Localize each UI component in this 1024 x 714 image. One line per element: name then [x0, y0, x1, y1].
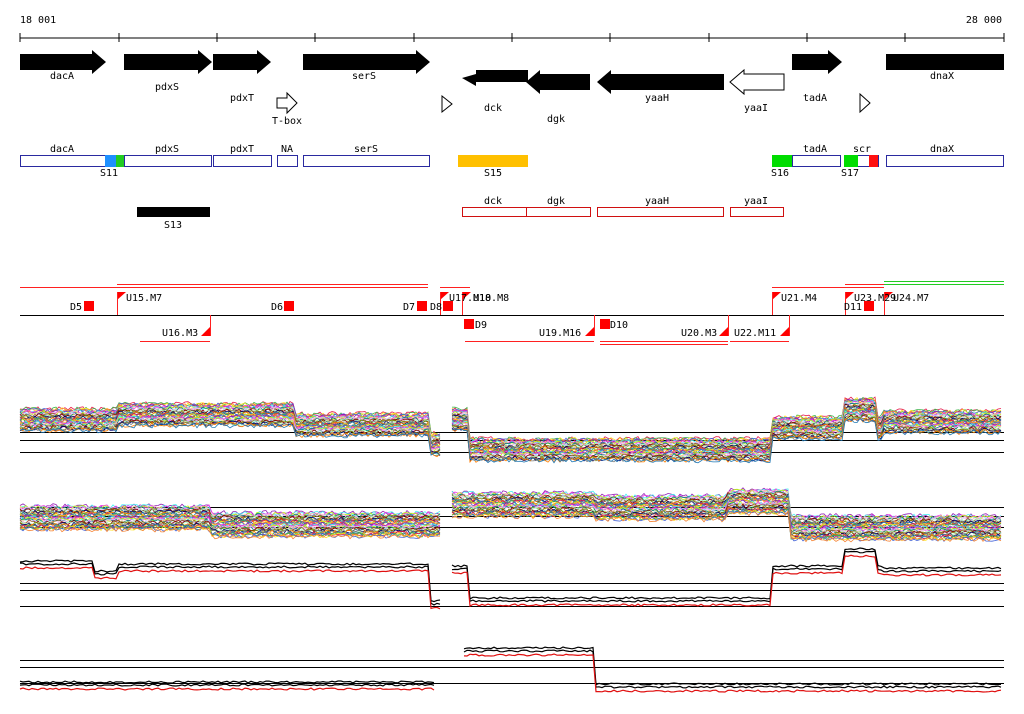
plus-box-label: NA [281, 144, 293, 155]
segment-label: S11 [100, 168, 118, 179]
gene-arrow-pdxS [124, 50, 212, 74]
expression-trace [19, 653, 1002, 693]
gene-label-pdxT: pdxT [230, 93, 254, 104]
upshift-label: U16.M3 [162, 328, 198, 339]
shift-track: U15.M7 U16.M3 U17.M10 U18.M8 U19.M16 U20… [20, 281, 1004, 345]
gene-label-serS: serS [352, 71, 376, 82]
upshift-label: U17.M10 [449, 293, 491, 304]
expression-panel-summary-minus [20, 660, 1004, 684]
annotation-plus-track: dacA pdxS pdxT NA serS tadA scr dnaX S11… [20, 144, 1004, 179]
gene-label-tadA: tadA [803, 93, 827, 104]
expression-trace [19, 418, 1002, 464]
expression-panel-summary-plus [20, 583, 1004, 607]
gene-arrow-dacA [20, 50, 106, 74]
minus-box-label: dck [484, 196, 502, 207]
gene-arrow-dnaX [886, 54, 1004, 70]
segment-label: S17 [841, 168, 859, 179]
expression-trace [19, 547, 1002, 603]
downshift-label: D5 [70, 302, 82, 313]
gene-label-dgk: dgk [547, 114, 565, 125]
downshift-label: D9 [475, 320, 487, 331]
gene-label-yaaH: yaaH [645, 93, 669, 104]
terminator-marker [441, 94, 453, 114]
downshift-label: D11 [844, 302, 862, 313]
plus-box-label: dnaX [930, 144, 954, 155]
expression-trace [19, 649, 1002, 689]
riboswitch-arrow [276, 91, 298, 115]
plus-box-label: serS [354, 144, 378, 155]
segment-label: S15 [484, 168, 502, 179]
gene-arrow-tadA [792, 50, 842, 74]
gene-track: dacA pdxS pdxT serS dck dgk yaaH yaaI ta… [20, 50, 1004, 127]
downshift-label: D6 [271, 302, 283, 313]
upshift-label: U18.M8 [473, 293, 509, 304]
gene-label-pdxS: pdxS [155, 82, 179, 93]
gene-label-yaaI: yaaI [744, 103, 768, 114]
gene-label-dacA: dacA [50, 71, 74, 82]
gene-label-dnaX: dnaX [930, 71, 954, 82]
minus-box-label: dgk [547, 196, 565, 207]
annotation-minus-track: S13 dck dgk yaaH yaaI [137, 196, 784, 231]
plus-box-label: tadA [803, 144, 827, 155]
gene-arrow-yaaH [597, 70, 724, 94]
minus-box-label: yaaI [744, 196, 768, 207]
gene-arrow-dck [462, 70, 528, 86]
downshift-label: D8 [430, 302, 442, 313]
segment-label: S16 [771, 168, 789, 179]
expression-panels [19, 396, 1004, 693]
terminator-marker [859, 92, 871, 114]
expression-trace [19, 509, 1002, 543]
minus-box-label: yaaH [645, 196, 669, 207]
plus-box-label: pdxS [155, 144, 179, 155]
gene-arrow-yaaI [729, 68, 785, 96]
upshift-label: U24.M7 [893, 293, 929, 304]
upshift-label: U21.M4 [781, 293, 817, 304]
plus-box-label: scr [853, 144, 871, 155]
segment-label: S13 [164, 220, 182, 231]
gene-arrow-serS [303, 50, 430, 74]
downshift-label: D10 [610, 320, 628, 331]
upshift-label: U22.M11 [734, 328, 776, 339]
upshift-label: U19.M16 [539, 328, 581, 339]
upshift-label: U23.M29 [854, 293, 896, 304]
expression-trace [19, 554, 1002, 610]
riboswitch-label: T-box [272, 116, 302, 127]
upshift-label: U15.M7 [126, 293, 162, 304]
plus-box-label: pdxT [230, 144, 254, 155]
upshift-label: U20.M3 [681, 328, 717, 339]
gene-arrow-pdxT [213, 50, 271, 74]
gene-arrow-dgk [526, 70, 590, 94]
gene-label-dck: dck [484, 103, 502, 114]
coordinate-ruler: 18 001 28 000 [19, 15, 1005, 42]
expression-trace [19, 550, 1002, 606]
coord-start-label: 18 001 [20, 15, 56, 26]
expression-trace [19, 646, 1002, 686]
downshift-label: D7 [403, 302, 415, 313]
plus-box-label: dacA [50, 144, 74, 155]
coord-end-label: 28 000 [966, 15, 1002, 26]
